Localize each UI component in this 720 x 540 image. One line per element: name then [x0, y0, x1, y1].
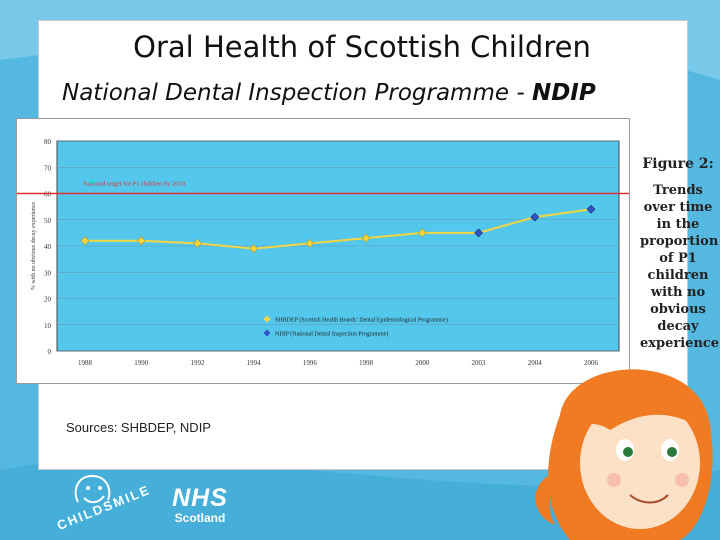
x-tick-label: 1988: [78, 359, 93, 367]
nhs-logo-text: NHS: [172, 484, 228, 512]
nhs-scotland-logo: NHS Scotland: [162, 484, 238, 525]
legend-marker-shbdep: [263, 315, 271, 323]
y-tick-label: 20: [44, 296, 52, 304]
figure-caption: Figure 2: Trends over time in the propor…: [640, 156, 720, 352]
y-tick-label: 50: [44, 217, 52, 225]
y-tick-label: 80: [44, 138, 52, 146]
legend-label-shbdep: SHBDEP (Scottish Health Boards' Dental E…: [275, 317, 448, 324]
ndip-point: [530, 212, 540, 222]
shbdep-point: [361, 233, 371, 243]
y-tick-label: 70: [44, 164, 52, 172]
child-illustration: [535, 369, 713, 540]
slide-title: Oral Health of Scottish Children: [133, 30, 591, 64]
x-tick-label: 1994: [247, 359, 262, 367]
shbdep-point: [193, 238, 202, 248]
y-tick-label: 30: [44, 269, 52, 277]
subtitle-acronym: NDIP: [531, 80, 596, 106]
shbdep-point: [80, 236, 90, 246]
x-tick-label: 1996: [303, 359, 318, 367]
y-axis-label: % with no obvious decay experience: [31, 202, 37, 290]
ndip-point: [586, 204, 596, 214]
legend-label-ndip: NDIP (National Dental Inspection Program…: [275, 331, 388, 338]
x-tick-label: 2000: [415, 359, 430, 367]
y-tick-label: 60: [44, 191, 52, 199]
chart-frame: 0 10 20 30 40 50 60 70 80 1988 1990 1992 1994 1996 199…: [16, 118, 630, 384]
shbdep-point: [417, 228, 427, 238]
shbdep-point: [136, 236, 146, 246]
shbdep-point: [249, 244, 259, 254]
y-tick-label: 40: [44, 243, 52, 251]
figure-description: Trends over time in the proportion of P1…: [640, 183, 720, 351]
shbdep-point: [305, 238, 315, 248]
childsmile-face-icon: [74, 474, 111, 504]
figure-number: Figure 2:: [642, 156, 714, 172]
x-tick-label: 1990: [134, 359, 149, 367]
legend-marker-ndip: [263, 329, 271, 337]
ndip-point: [474, 228, 483, 238]
y-tick-label: 0: [48, 348, 52, 356]
x-tick-label: 1992: [190, 359, 205, 367]
x-tick-label: 2006: [584, 359, 599, 367]
sources-note: Sources: SHBDEP, NDIP: [66, 420, 211, 435]
trend-chart: 0 10 20 30 40 50 60 70 80 1988 1990 1992 1994 1996 199…: [17, 138, 629, 367]
x-tick-label: 2003: [472, 359, 487, 367]
target-label: National target for P1 children by 2010: [83, 181, 185, 188]
series-line: [85, 208, 592, 250]
nhs-logo-sub: Scotland: [174, 511, 226, 525]
x-tick-label: 1998: [359, 359, 374, 367]
x-tick-label: 2004: [528, 359, 543, 367]
slide-subtitle: National Dental Inspection Programme - N…: [62, 80, 682, 106]
y-tick-label: 10: [44, 322, 52, 330]
subtitle-main: National Dental Inspection Programme -: [62, 80, 532, 106]
